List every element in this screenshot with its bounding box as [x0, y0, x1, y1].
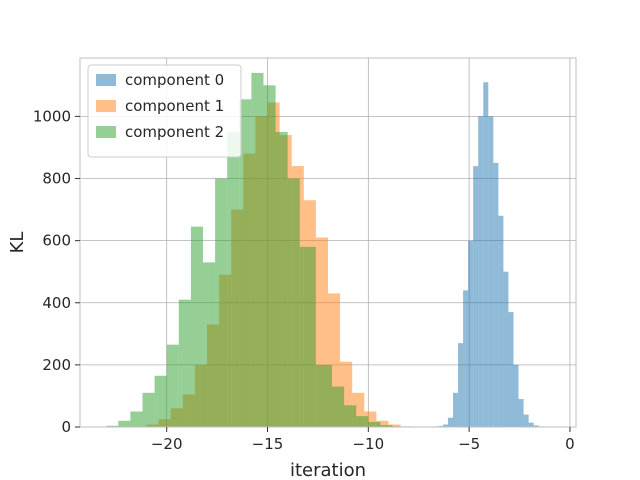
histogram-bar: [463, 290, 469, 427]
histogram-bar: [503, 271, 509, 427]
x-tick-label: −15: [252, 435, 284, 453]
histogram-bar: [442, 424, 448, 427]
series-0-bars: [432, 82, 549, 428]
histogram-bar: [376, 420, 389, 427]
histogram-bar: [178, 299, 191, 427]
plot-frame: [79, 57, 577, 428]
histogram-bar: [275, 131, 288, 427]
histogram-bar: [458, 343, 464, 427]
series-2-bars: [106, 72, 429, 427]
y-tick-label: 0: [61, 418, 71, 436]
histogram-bar: [478, 116, 484, 428]
x-tick-label: −5: [458, 435, 480, 453]
histogram-bar: [498, 215, 504, 427]
legend: component 0 component 1 component 2: [87, 64, 242, 158]
y-tick-label: 600: [42, 232, 71, 250]
histogram-bar: [166, 344, 179, 427]
histogram-bar: [518, 399, 524, 427]
histogram-bar: [368, 422, 381, 427]
histogram-bar: [483, 82, 489, 428]
y-axis-title: KL: [7, 232, 28, 254]
histogram-bar: [388, 424, 401, 427]
histogram-bar: [315, 364, 333, 427]
histogram-bar: [344, 405, 357, 427]
x-tick-label: 0: [565, 435, 575, 453]
histogram-bar: [488, 116, 494, 428]
histogram-bar: [130, 411, 143, 427]
histogram-bar: [239, 99, 252, 427]
histogram-bar: [263, 85, 276, 427]
histogram-bar: [332, 386, 345, 427]
histogram-bar: [533, 425, 539, 427]
histogram-bar: [447, 417, 454, 427]
histogram-bar: [154, 375, 167, 427]
histogram-bar: [528, 422, 534, 427]
histogram-bar: [299, 246, 316, 427]
histogram-bar: [215, 178, 228, 427]
legend-swatch: [96, 100, 116, 112]
x-axis-title: iteration: [290, 460, 366, 480]
histogram-bar: [380, 425, 393, 427]
histogram-bar: [287, 178, 300, 427]
histogram-bar: [453, 392, 459, 427]
histogram-bar: [142, 392, 155, 427]
legend-label: component 0: [125, 71, 224, 89]
histogram-bar: [190, 226, 203, 427]
histogram-bar: [106, 425, 119, 427]
histogram-bar: [227, 131, 240, 427]
x-tick-label: −20: [151, 435, 183, 453]
y-tick-label: 400: [42, 294, 71, 312]
histogram-bar: [508, 312, 514, 427]
y-tick-label: 800: [42, 170, 71, 188]
histogram-bar: [251, 72, 264, 427]
legend-label: component 2: [125, 123, 224, 141]
axis-ticks: −20 −15 −10 −5 0 0 200 400 600 800 1000: [33, 107, 575, 453]
histogram-bar: [202, 262, 216, 427]
histogram-bar: [356, 416, 369, 427]
legend-swatch: [96, 126, 116, 138]
histogram-bar: [468, 240, 474, 427]
histogram-bar: [523, 414, 529, 427]
y-tick-label: 200: [42, 356, 71, 374]
legend-box: [87, 64, 242, 158]
histogram-bar: [513, 364, 519, 427]
x-tick-label: −10: [352, 435, 384, 453]
legend-swatch: [96, 74, 116, 86]
histogram-bar: [493, 162, 499, 427]
histogram-bar: [473, 166, 479, 427]
y-tick-label: 1000: [33, 107, 71, 125]
histogram-bar: [118, 420, 131, 427]
histogram-bars: [106, 72, 549, 428]
legend-label: component 1: [125, 97, 224, 115]
